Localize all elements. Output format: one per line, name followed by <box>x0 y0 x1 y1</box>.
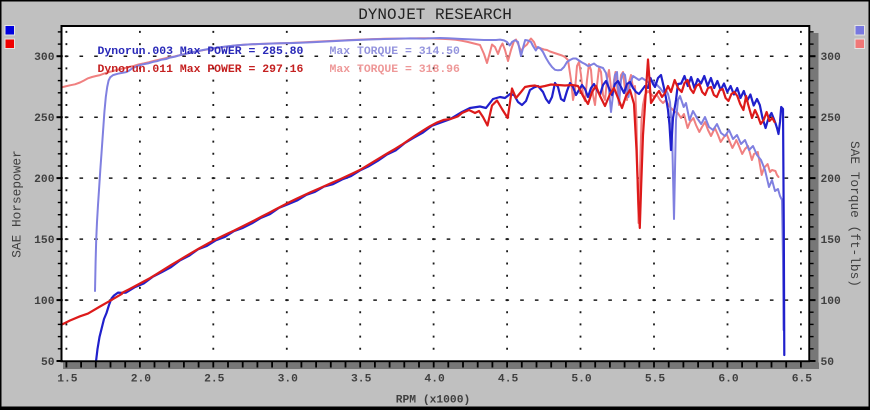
svg-text:200: 200 <box>821 174 842 186</box>
svg-text:SAE Torque (ft-lbs): SAE Torque (ft-lbs) <box>847 141 862 287</box>
svg-text:300: 300 <box>34 52 55 64</box>
svg-text:50: 50 <box>821 357 835 369</box>
svg-text:Dynorun.003 Max POWER = 285.80: Dynorun.003 Max POWER = 285.80 <box>98 45 304 58</box>
svg-text:300: 300 <box>821 52 842 64</box>
svg-text:6.0: 6.0 <box>718 374 739 386</box>
svg-text:SAE Horsepower: SAE Horsepower <box>10 150 25 258</box>
svg-text:4.0: 4.0 <box>424 374 445 386</box>
svg-text:6.5: 6.5 <box>792 374 813 386</box>
svg-text:150: 150 <box>34 235 55 247</box>
svg-text:DYNOJET RESEARCH: DYNOJET RESEARCH <box>358 6 512 24</box>
svg-text:250: 250 <box>821 113 842 125</box>
svg-text:5.0: 5.0 <box>571 374 592 386</box>
svg-text:150: 150 <box>821 235 842 247</box>
svg-text:50: 50 <box>41 357 55 369</box>
svg-text:100: 100 <box>34 296 55 308</box>
svg-text:200: 200 <box>34 174 55 186</box>
svg-text:RPM (x1000): RPM (x1000) <box>396 395 471 407</box>
svg-text:1.5: 1.5 <box>57 374 78 386</box>
svg-text:3.0: 3.0 <box>278 374 299 386</box>
svg-text:100: 100 <box>821 296 842 308</box>
svg-text:3.5: 3.5 <box>351 374 372 386</box>
svg-text:Dynorun.011 Max POWER = 297.16: Dynorun.011 Max POWER = 297.16 <box>98 63 304 76</box>
svg-text:4.5: 4.5 <box>498 374 519 386</box>
svg-text:2.0: 2.0 <box>131 374 152 386</box>
svg-text:250: 250 <box>34 113 55 125</box>
svg-text:Max TORQUE = 314.50: Max TORQUE = 314.50 <box>330 45 461 58</box>
svg-text:5.5: 5.5 <box>645 374 666 386</box>
svg-text:Max TORQUE = 318.96: Max TORQUE = 318.96 <box>330 63 461 76</box>
svg-text:2.5: 2.5 <box>204 374 225 386</box>
